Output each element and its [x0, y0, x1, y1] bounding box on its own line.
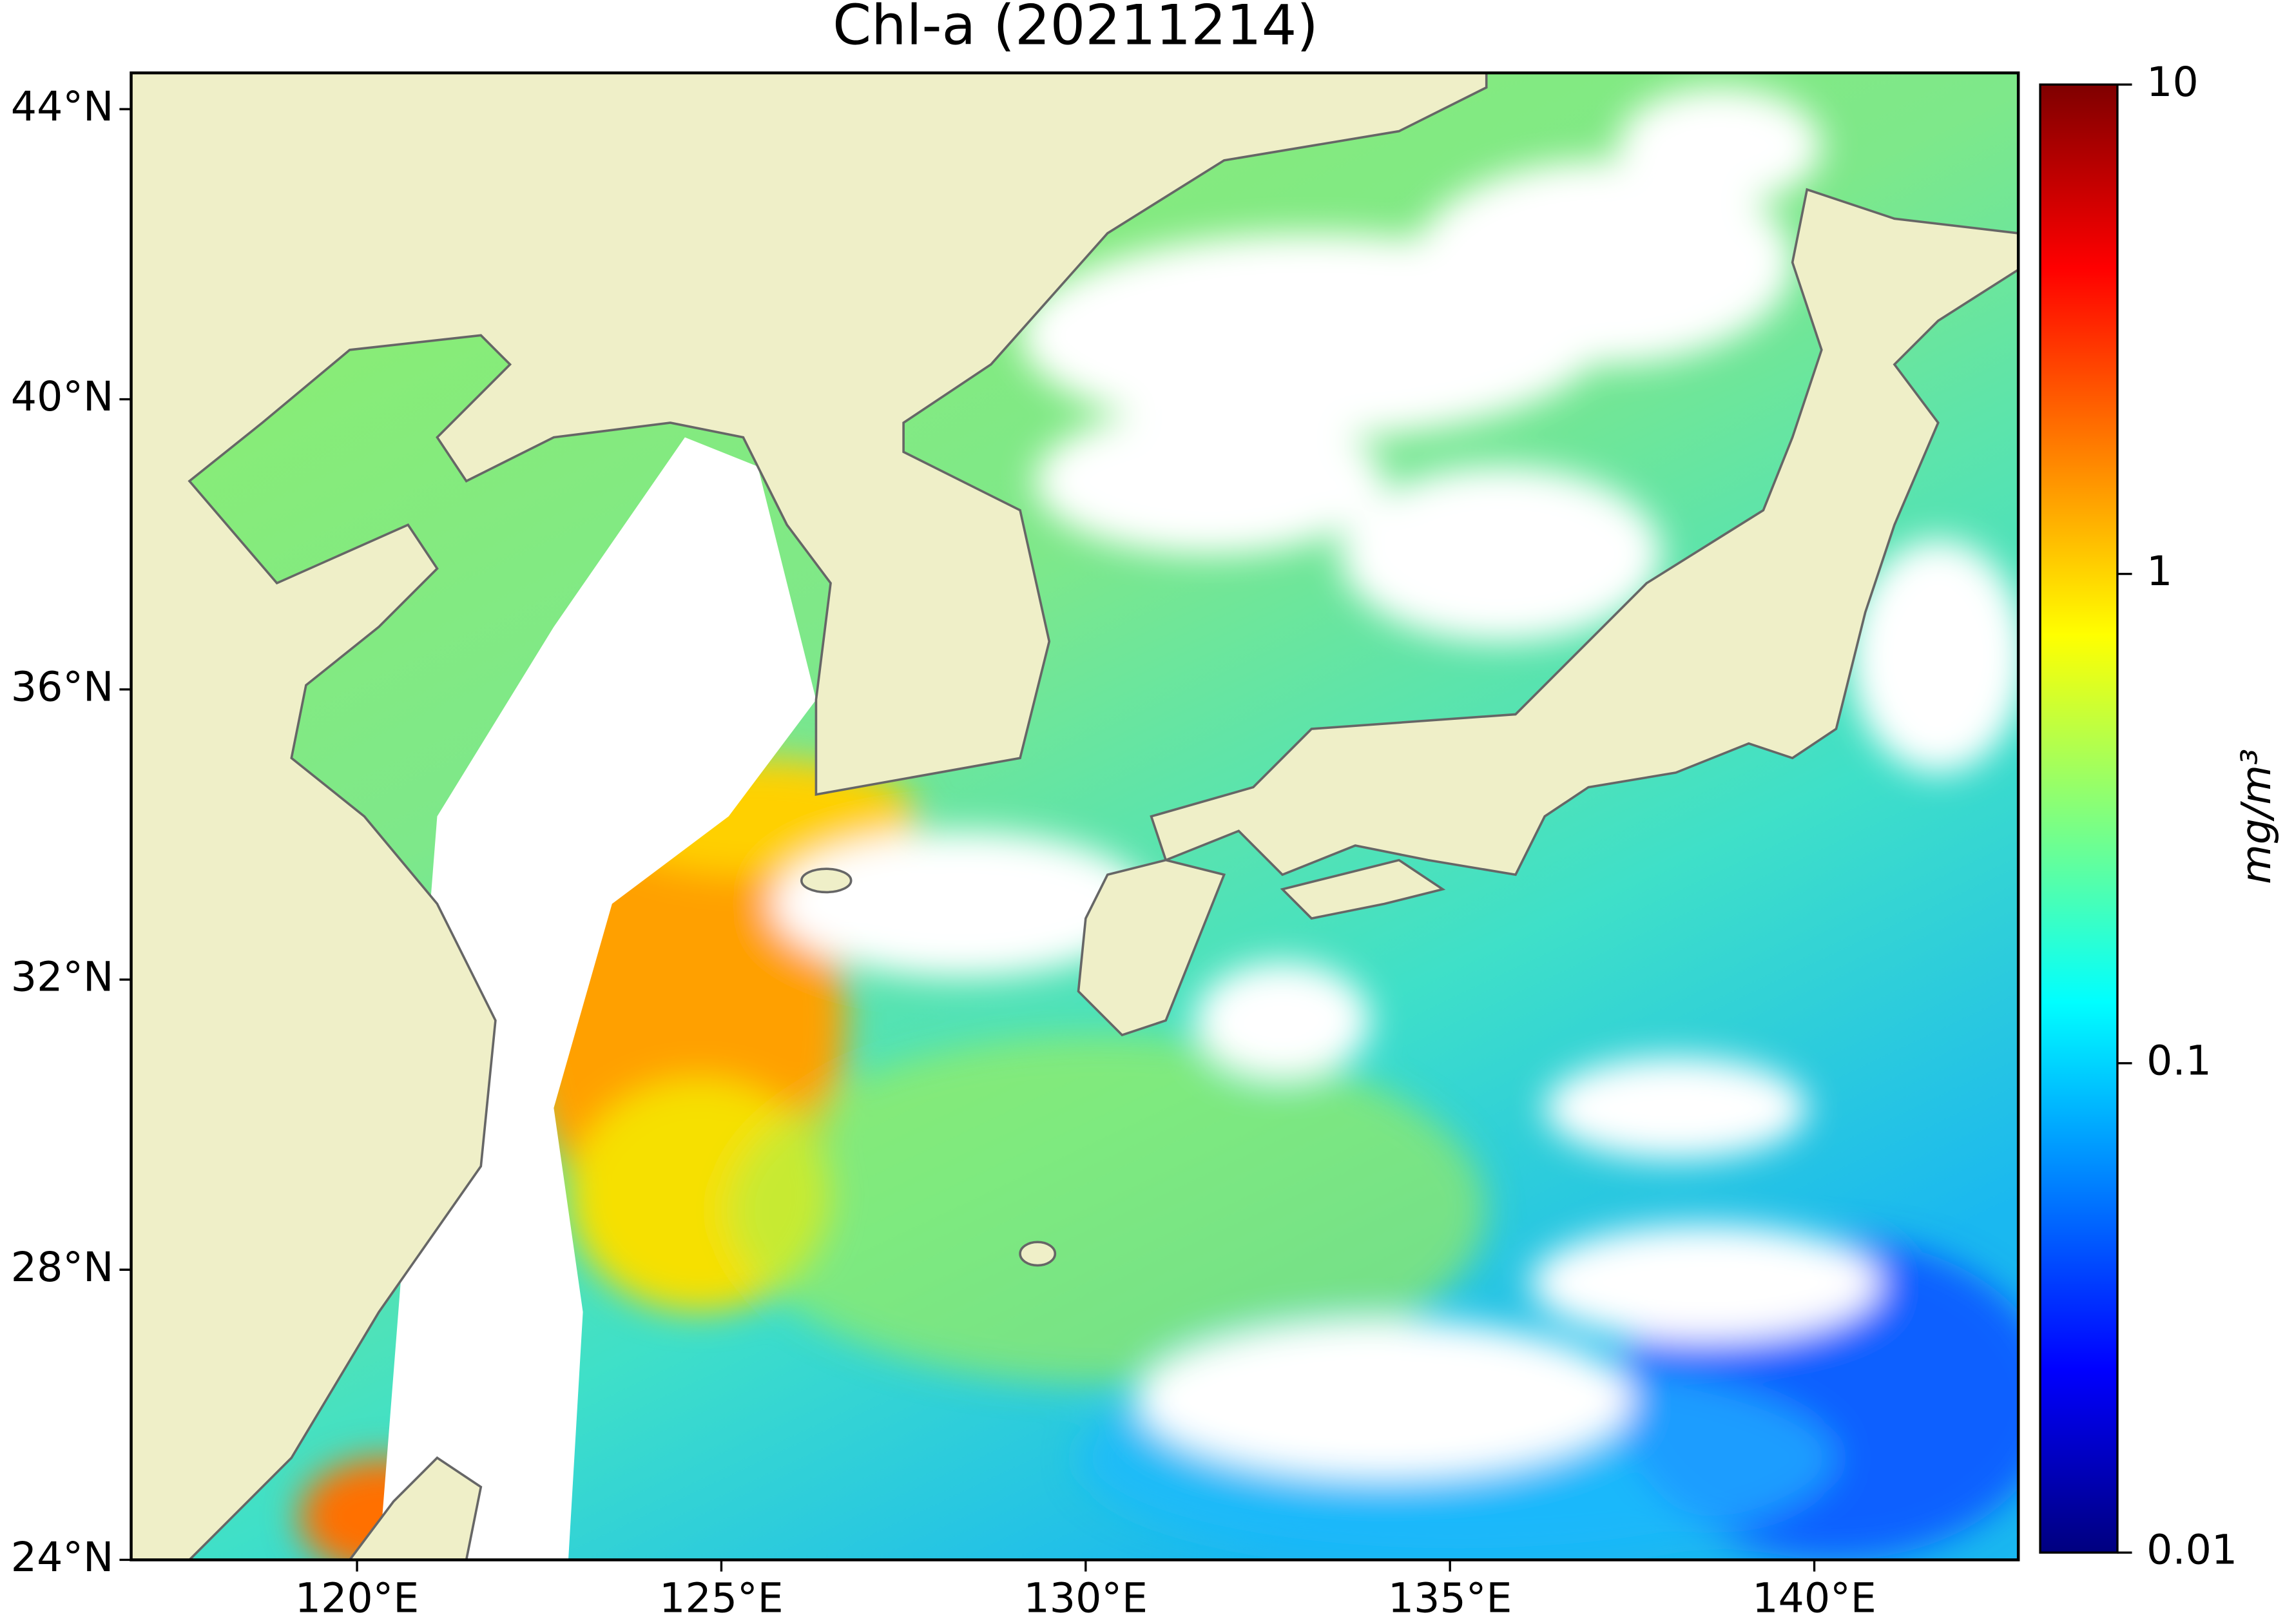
map-title: Chl-a (20211214): [833, 0, 1318, 58]
colorbar-tick-label: 0.1: [2146, 1036, 2212, 1084]
no-data-coastal: [378, 437, 816, 1560]
colorbar-label: mg/m³: [2232, 749, 2280, 884]
colorbar-tick-label: 10: [2146, 58, 2199, 106]
x-tick-label: 125°E: [659, 1574, 784, 1621]
land: [131, 73, 2019, 1560]
colorbar-tick-label: 1: [2146, 547, 2172, 595]
y-tick-label: 44°N: [11, 82, 114, 130]
y-tick-label: 28°N: [11, 1243, 114, 1291]
y-tick-label: 32°N: [11, 953, 114, 1001]
y-tick-label: 24°N: [11, 1533, 114, 1581]
map-frame: [130, 71, 2020, 1561]
colorbar-tick-label: 0.01: [2146, 1526, 2237, 1574]
x-tick-label: 140°E: [1752, 1574, 1876, 1621]
x-tick-label: 130°E: [1024, 1574, 1148, 1621]
x-tick-label: 120°E: [295, 1574, 419, 1621]
y-tick-label: 36°N: [11, 662, 114, 710]
colorbar: [2039, 83, 2119, 1554]
map-area: [131, 73, 2019, 1560]
y-tick-label: 40°N: [11, 372, 114, 420]
x-tick-label: 135°E: [1388, 1574, 1512, 1621]
